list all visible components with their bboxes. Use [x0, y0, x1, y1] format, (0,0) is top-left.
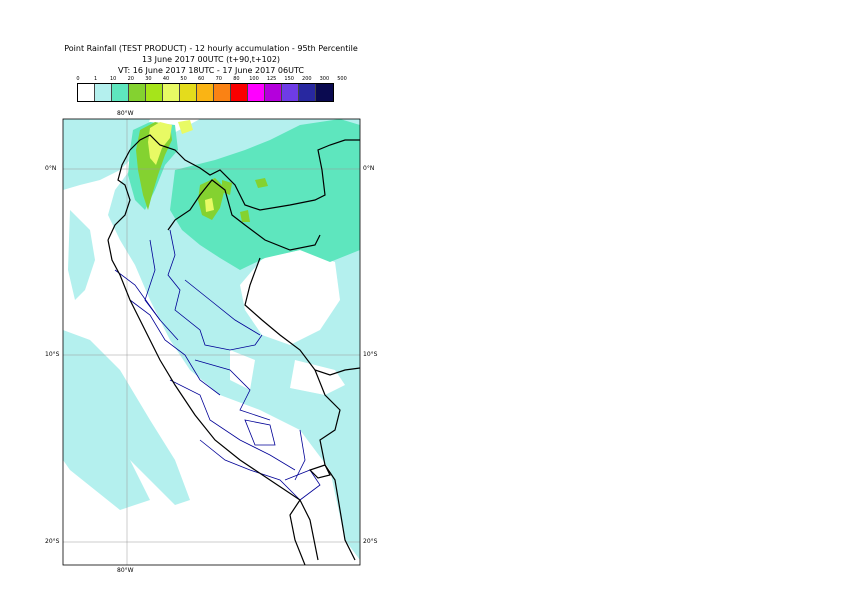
legend-swatch [95, 84, 112, 101]
lat-label-left-20: 20°S [45, 538, 60, 545]
valid-time: VT: 16 June 2017 18UTC - 17 June 2017 06… [118, 66, 304, 75]
legend-swatch [129, 84, 146, 101]
color-legend [77, 83, 334, 102]
lon-label-bottom: 80°W [117, 567, 134, 574]
country-borders [107, 134, 360, 565]
legend-swatch [299, 84, 316, 101]
legend-swatch [248, 84, 265, 101]
legend-swatch [231, 84, 248, 101]
legend-swatch [112, 84, 129, 101]
legend-swatch [282, 84, 299, 101]
lat-label-left-0: 0°N [45, 165, 57, 172]
lat-label-left-10: 10°S [45, 351, 60, 358]
run-time: 13 June 2017 00UTC (t+90,t+102) [141, 55, 281, 64]
legend-swatch [163, 84, 180, 101]
map-frame [62, 118, 361, 566]
rain-dry-patches [63, 200, 345, 395]
legend-swatch [316, 84, 333, 101]
legend-swatch [265, 84, 282, 101]
lon-label-top: 80°W [117, 110, 134, 117]
legend-swatch [146, 84, 163, 101]
admin-boundaries [114, 229, 321, 501]
legend-swatch [197, 84, 214, 101]
rain-peak [148, 120, 214, 212]
lat-label-right-20: 20°S [363, 538, 378, 545]
legend-swatch [180, 84, 197, 101]
chart-title: Point Rainfall (TEST PRODUCT) - 12 hourl… [64, 44, 358, 53]
legend-swatch [214, 84, 231, 101]
lat-label-right-0: 0°N [363, 165, 375, 172]
graticule [63, 119, 360, 565]
legend-swatch [78, 84, 95, 101]
lat-label-right-10: 10°S [363, 351, 378, 358]
